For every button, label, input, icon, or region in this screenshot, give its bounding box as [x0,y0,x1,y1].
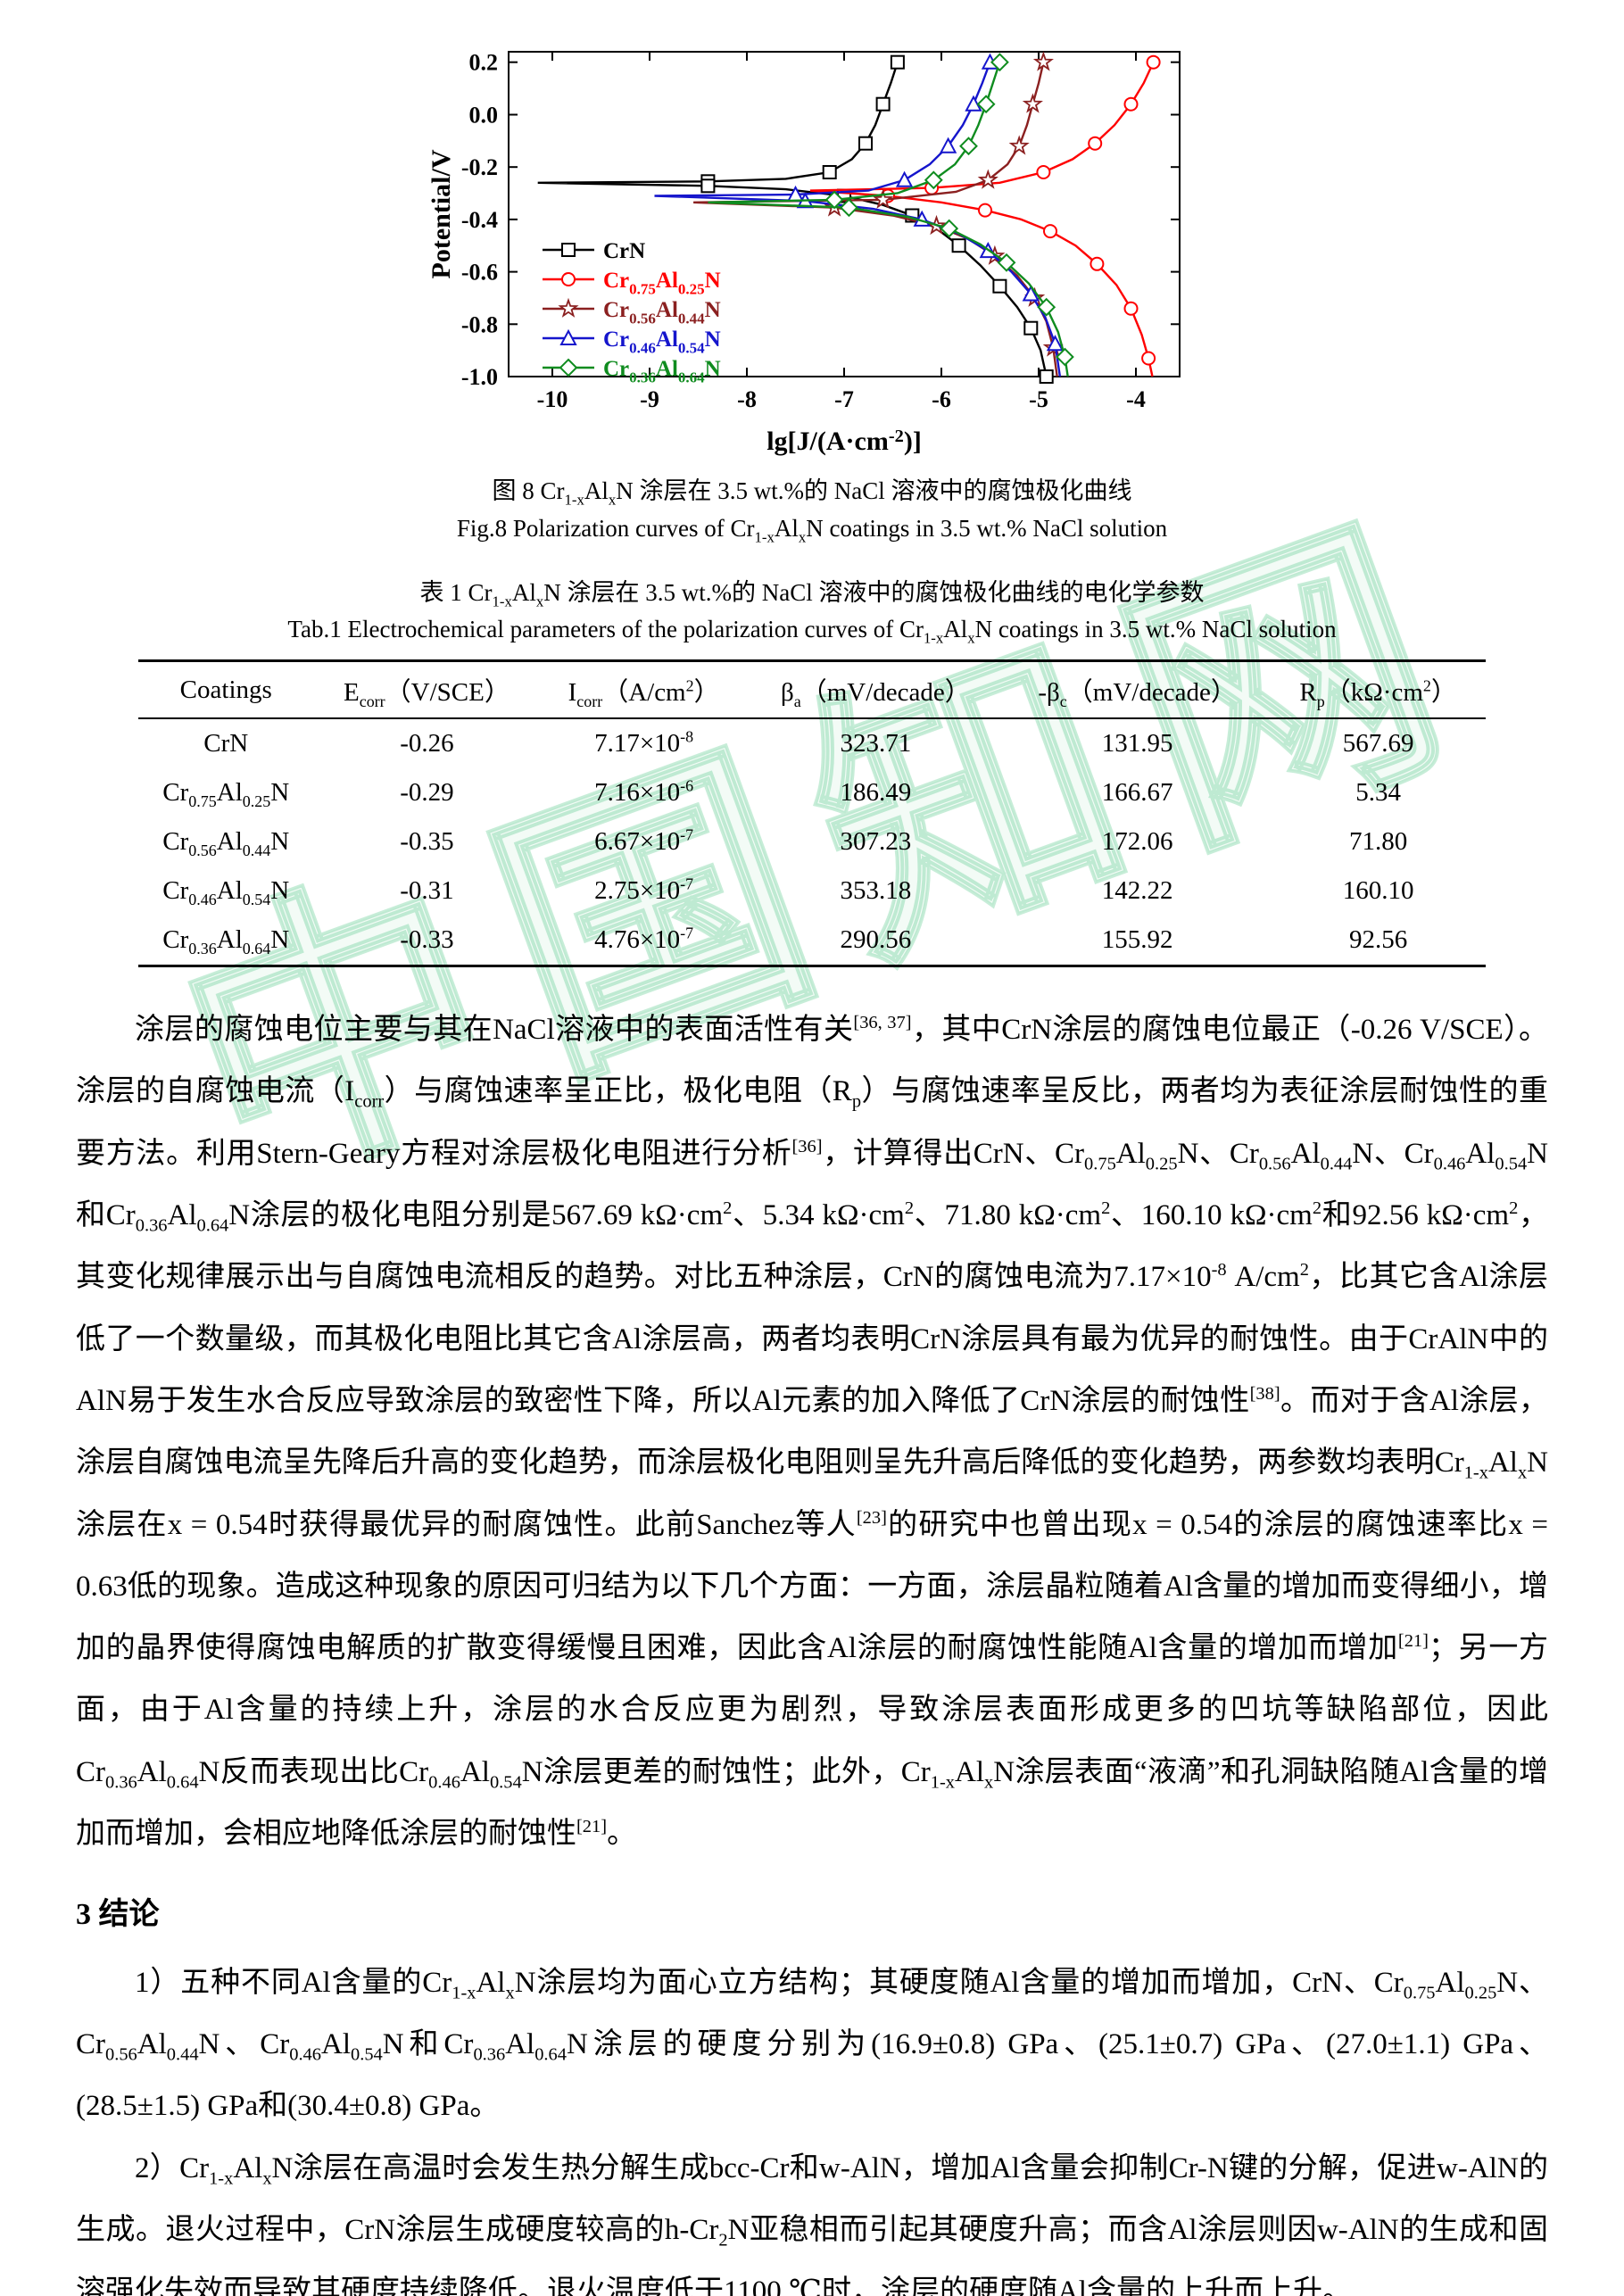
table-cell: 71.80 [1349,827,1408,857]
table-cell: Cr0.36Al0.64N [162,925,290,957]
svg-text:-9: -9 [640,386,659,412]
svg-text:Cr0.75Al0.25N: Cr0.75Al0.25N [603,269,721,298]
table-cell: 172.06 [1101,827,1173,857]
table-cell: 2.75×10-7 [594,874,694,906]
table-cell: -0.26 [400,729,454,758]
table-cell: 160.10 [1342,876,1414,906]
table-1-block: 表 1 Cr1-xAlxN 涂层在 3.5 wt.%的 NaCl 溶液中的腐蚀极… [0,576,1624,968]
table-cell: Cr0.75Al0.25N [162,778,290,810]
svg-text:-6: -6 [932,386,951,412]
electrochemical-parameters-table: Coatings Ecorr（V/SCE） Icorr（A/cm2） βa（mV/de… [138,659,1486,968]
conclusion-item-2: 2）Cr1-xAlxN涂层在高温时会发生热分解生成bcc-Cr和w-AlN，增加… [76,2151,1549,2296]
table-cell: -0.35 [400,827,454,857]
svg-text:-1.0: -1.0 [461,364,498,390]
table-row: Cr0.46Al0.54N -0.31 2.75×10-7 353.18 142.22 1… [138,866,1486,916]
table-cell: 567.69 [1342,729,1414,758]
table-cell: 5.34 [1355,778,1402,808]
svg-text:lg[J/(A·cm-2)]: lg[J/(A·cm-2)] [766,427,922,456]
svg-text:-0.8: -0.8 [461,311,498,337]
table-cell: Cr0.46Al0.54N [162,876,290,908]
body-text: 涂层的腐蚀电位主要与其在NaCl溶液中的表面活性有关[36, 37]，其中CrN… [76,999,1548,2296]
svg-text:-5: -5 [1029,386,1048,412]
table-cell: 7.17×10-8 [594,727,694,758]
svg-text:-7: -7 [834,386,854,412]
svg-text:Cr0.46Al0.54N: Cr0.46Al0.54N [603,327,721,357]
table-header-cell: -βc（mV/decade） [1038,678,1237,710]
table-row: Cr0.36Al0.64N -0.33 4.76×10-7 290.56 155.92 9… [138,916,1486,966]
table-cell: 6.67×10-7 [594,825,694,857]
table-header-cell: βa（mV/decade） [780,678,971,710]
table-cell: -0.33 [400,925,454,955]
table-cell: 323.71 [840,729,912,758]
svg-text:0.0: 0.0 [469,103,499,128]
table-cell: -0.29 [400,778,454,808]
svg-text:-8: -8 [737,386,757,412]
figure-caption-en: Fig.8 Polarization curves of Cr1-xAlxN c… [456,514,1168,546]
table-cell: 92.56 [1349,925,1408,955]
table-body: CrN -0.26 7.17×10-8 323.71 131.95 567.69 Cr0.7… [138,718,1486,966]
table-header-cell: Coatings [179,675,272,704]
table-header-row: Coatings Ecorr（V/SCE） Icorr（A/cm2） βa（mV/de… [138,661,1486,719]
table-header-cell: Icorr（A/cm2） [568,676,720,710]
table-cell: 290.56 [840,925,912,955]
table-cell: 7.16×10-6 [594,776,694,808]
table-header-cell: Ecorr（V/SCE） [344,678,510,710]
svg-text:Cr0.36Al0.64N: Cr0.36Al0.64N [603,357,721,386]
table-header-cell: Rp（kΩ·cm2） [1299,676,1457,710]
table-cell: Cr0.56Al0.44N [162,827,290,859]
figure-caption-zh: 图 8 Cr1-xAlxN 涂层在 3.5 wt.%的 NaCl 溶液中的腐蚀极… [492,477,1132,509]
figure-8: -10 -9 -8 -7 -6 -5 -4 0.2 0.0 -0.2 -0.4 -0.6 -0.8 -1.… [419,37,1205,546]
table-caption-en: Tab.1 Electrochemical parameters of the … [287,616,1337,647]
table-cell: 186.49 [840,778,912,808]
table-cell: 4.76×10-7 [594,924,694,955]
table-cell: 166.67 [1101,778,1173,808]
svg-text:0.2: 0.2 [469,50,499,76]
table-header: Coatings Ecorr（V/SCE） Icorr（A/cm2） βa（mV/de… [138,661,1486,719]
conclusion-item-1: 1）五种不同Al含量的Cr1-xAlxN涂层均为面心立方结构；其硬度随Al含量的… [76,1966,1548,2123]
svg-text:-0.6: -0.6 [461,260,498,286]
table-cell: 307.23 [840,827,912,857]
paragraph-discussion: 涂层的腐蚀电位主要与其在NaCl溶液中的表面活性有关[36, 37]，其中CrN… [76,1013,1549,1851]
table-row: Cr0.56Al0.44N -0.35 6.67×10-7 307.23 172.06 7… [138,817,1486,866]
svg-text:Potential/V: Potential/V [427,149,456,278]
svg-text:Cr0.56Al0.44N: Cr0.56Al0.44N [603,298,721,327]
table-cell: -0.31 [400,876,454,906]
svg-text:-4: -4 [1126,386,1146,412]
svg-text:-0.4: -0.4 [461,207,498,233]
polarization-chart: -10 -9 -8 -7 -6 -5 -4 0.2 0.0 -0.2 -0.4 -0.6 -0.8 -1.… [419,37,1205,466]
table-cell: 353.18 [840,876,912,906]
table-caption-zh: 表 1 Cr1-xAlxN 涂层在 3.5 wt.%的 NaCl 溶液中的腐蚀极… [419,578,1205,609]
table-cell: 155.92 [1101,925,1173,955]
table-cell: CrN [203,729,249,758]
svg-text:-10: -10 [537,386,568,412]
svg-text:CrN: CrN [603,239,645,263]
table-row: CrN -0.26 7.17×10-8 323.71 131.95 567.69 [138,718,1486,768]
svg-text:-0.2: -0.2 [461,154,498,180]
conclusion-heading: 3 结论 [76,1898,160,1932]
table-cell: 142.22 [1101,876,1173,906]
table-cell: 131.95 [1101,729,1173,758]
table-row: Cr0.75Al0.25N -0.29 7.16×10-6 186.49 166.67 5… [138,768,1486,817]
